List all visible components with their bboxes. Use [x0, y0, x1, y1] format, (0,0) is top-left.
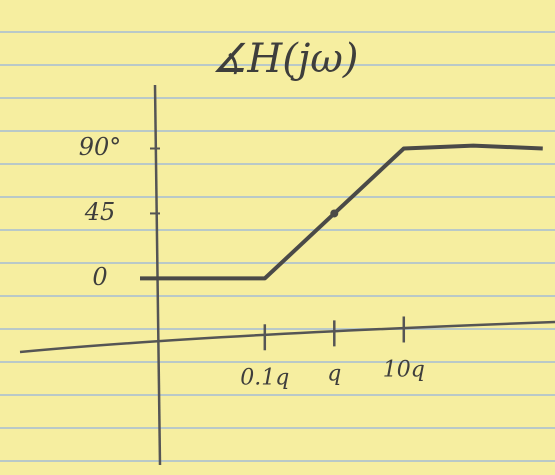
- chart: ∡H(jω) 0 45 90° 0.1q q 10q: [0, 0, 555, 475]
- x-tick-label: q: [327, 361, 341, 386]
- y-tick-label: 0: [92, 263, 107, 291]
- chart-title: ∡H(jω): [212, 36, 359, 82]
- x-tick-label: 0.1q: [240, 365, 289, 390]
- y-axis: [155, 85, 160, 465]
- y-tick-label: 90°: [79, 133, 122, 161]
- line: [140, 146, 543, 279]
- y-tick-label: 45: [84, 198, 116, 226]
- x-tick-label: 10q: [383, 357, 425, 382]
- point: [330, 209, 338, 217]
- x-axis: [20, 322, 555, 352]
